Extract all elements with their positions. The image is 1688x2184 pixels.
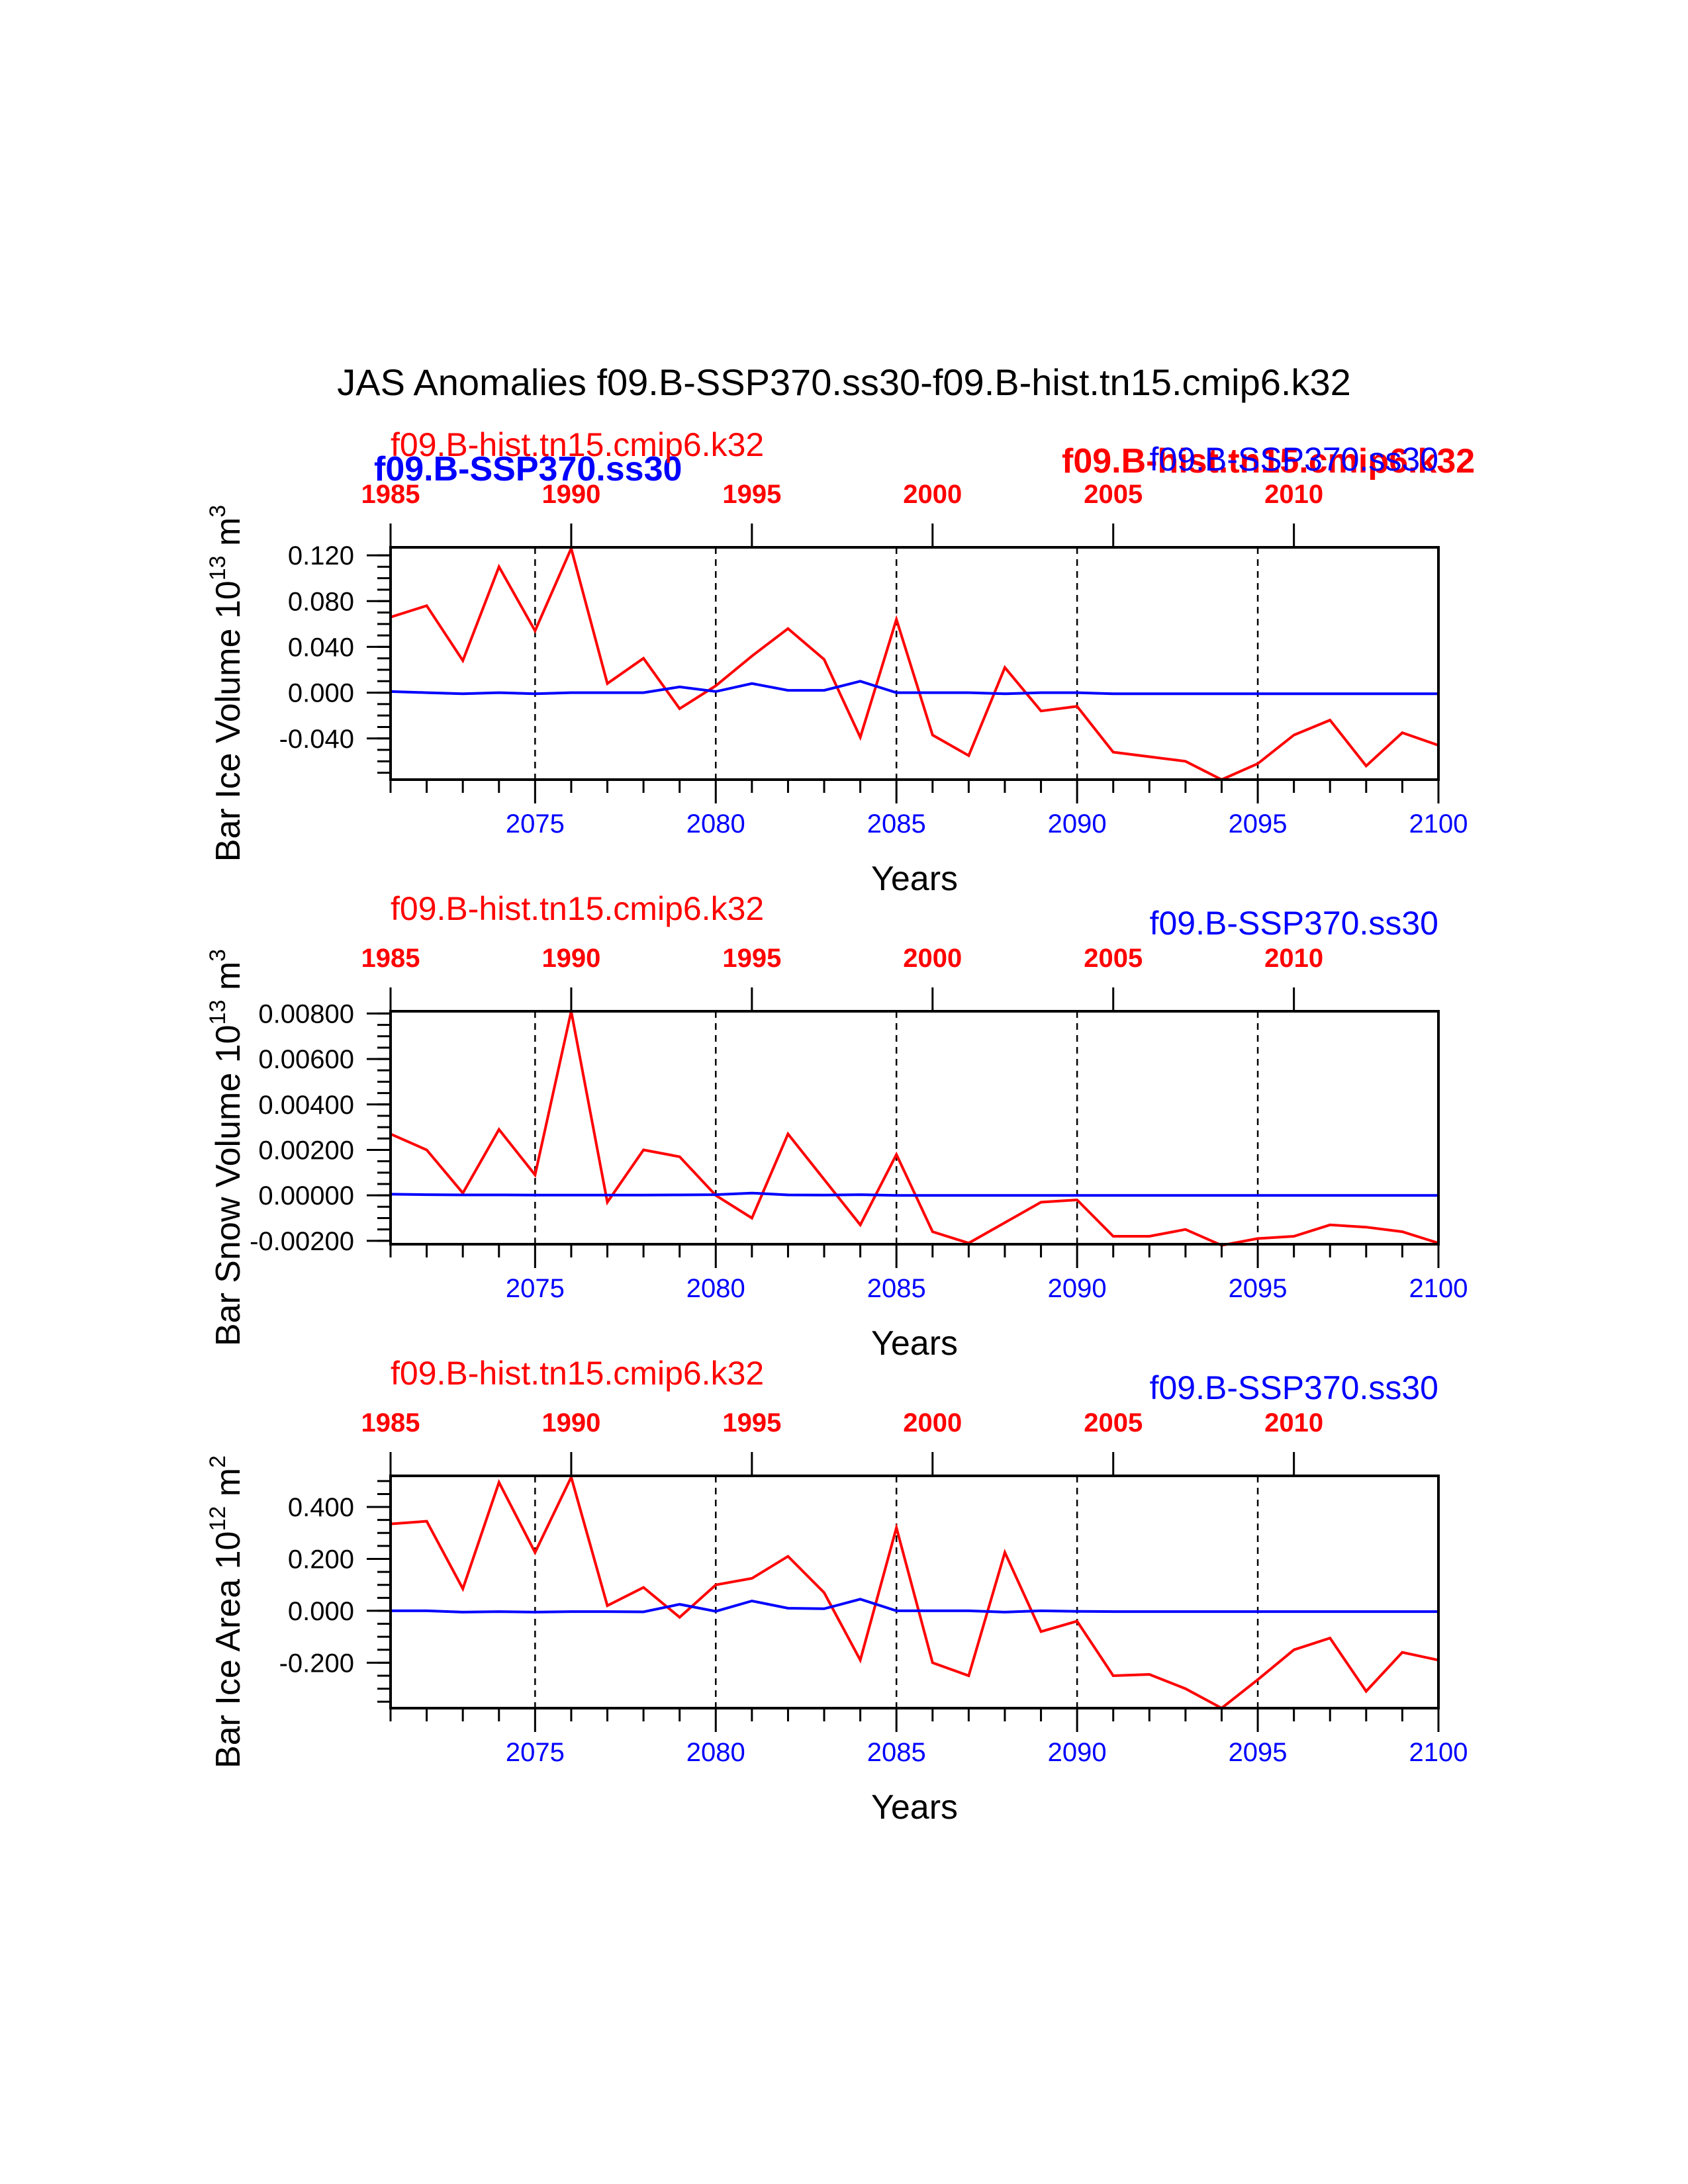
legend-hist-label: f09.B-hist.tn15.cmip6.k32 <box>391 890 764 927</box>
figure-title: JAS Anomalies f09.B-SSP370.ss30-f09.B-hi… <box>337 361 1350 403</box>
chart-panel-2: 2075 2080 2085 2090 2095 2100 1985 1990 1995 2000… <box>205 890 1468 1363</box>
legend-ssp-label: f09.B-SSP370.ss30 <box>1150 1369 1438 1406</box>
plot-frame <box>389 1010 1440 1246</box>
plot-frame <box>389 1475 1440 1709</box>
y-tick-label: 0.040 <box>288 633 354 662</box>
top-tick-label: 1990 <box>541 944 600 973</box>
y-tick-label: 0.00200 <box>258 1136 354 1165</box>
top-tick-label: 2005 <box>1084 1408 1143 1437</box>
chart-panel-1: 2075 2080 2085 2090 2095 2100 1985 1990 1995 2000… <box>205 426 1468 898</box>
x-tick-label: 2075 <box>506 1274 565 1303</box>
overlay-label-hist: f09.B-hist.tn15.cmip6.k32 <box>1062 442 1475 480</box>
legend-ssp-label: f09.B-SSP370.ss30 <box>1150 905 1438 942</box>
x-tick-label: 2095 <box>1229 1274 1288 1303</box>
y-tick-label: -0.040 <box>279 725 354 754</box>
y-tick-label: 0.400 <box>288 1493 354 1522</box>
x-tick-label: 2080 <box>686 1738 745 1767</box>
y-axis-label: Bar Ice Area 1012 m2 <box>205 1455 248 1768</box>
y-tick-label: 0.120 <box>288 541 354 570</box>
top-tick-label: 2010 <box>1264 480 1323 509</box>
panels: 2075 2080 2085 2090 2095 2100 1985 1990 1995 2000… <box>205 426 1468 1827</box>
top-tick-label: 1985 <box>361 944 420 973</box>
x-tick-label: 2075 <box>506 1738 565 1767</box>
series-line-ssp <box>390 680 1438 696</box>
legend-hist-label: f09.B-hist.tn15.cmip6.k32 <box>391 426 764 463</box>
top-tick-label: 1985 <box>361 1408 420 1437</box>
top-tick-label: 2005 <box>1084 944 1143 973</box>
y-tick-label: -0.200 <box>279 1649 354 1678</box>
series-line-ssp <box>391 1598 1438 1614</box>
x-tick-label: 2090 <box>1048 1274 1107 1303</box>
top-tick-label: 1995 <box>722 944 781 973</box>
top-tick-label: 1990 <box>541 480 600 509</box>
y-tick-label: 0.200 <box>288 1545 354 1574</box>
x-axis-label: Years <box>871 1324 958 1363</box>
top-tick-label: 1995 <box>722 1408 781 1437</box>
x-tick-label: 2095 <box>1229 809 1288 839</box>
y-tick-label: 0.080 <box>288 587 354 616</box>
top-tick-label: 1995 <box>722 480 781 509</box>
chart-panel-3: 2075 2080 2085 2090 2095 2100 1985 1990 1995 2000… <box>205 1355 1468 1827</box>
y-tick-label: 0.00800 <box>258 999 354 1028</box>
series-line-hist <box>390 544 1439 782</box>
x-tick-label: 2100 <box>1409 1274 1468 1303</box>
top-tick-label: 2005 <box>1084 480 1143 509</box>
x-tick-label: 2080 <box>686 1274 745 1303</box>
series-line-ssp <box>390 1191 1438 1197</box>
x-tick-label: 2085 <box>867 1274 926 1303</box>
y-tick-label: 0.000 <box>288 1597 354 1626</box>
series-line-hist <box>390 1473 1439 1710</box>
top-tick-label: 2010 <box>1264 1408 1323 1437</box>
y-tick-label: 0.00400 <box>258 1091 354 1120</box>
x-tick-label: 2090 <box>1048 809 1107 839</box>
x-tick-label: 2100 <box>1409 809 1468 839</box>
legend-hist-label: f09.B-hist.tn15.cmip6.k32 <box>391 1355 764 1392</box>
y-tick-label: 0.000 <box>288 679 354 708</box>
x-tick-label: 2085 <box>867 809 926 839</box>
y-tick-label: -0.00200 <box>250 1227 354 1256</box>
y-axis-label: Bar Ice Volume 1013 m3 <box>205 505 248 862</box>
top-tick-label: 1990 <box>541 1408 600 1437</box>
top-tick-label: 2010 <box>1264 944 1323 973</box>
x-tick-label: 2085 <box>867 1738 926 1767</box>
legend-ssp-label: f09.B-SSP370.ss30 <box>1150 441 1438 478</box>
y-axis-label: Bar Snow Volume 1013 m3 <box>205 949 248 1346</box>
x-tick-label: 2095 <box>1229 1738 1288 1767</box>
series-line-hist <box>390 1011 1439 1247</box>
y-tick-label: 0.00600 <box>258 1045 354 1074</box>
y-tick-label: 0.00000 <box>258 1181 354 1210</box>
x-tick-label: 2090 <box>1048 1738 1107 1767</box>
overlay-label-ssp: f09.B-SSP370.ss30 <box>374 450 682 488</box>
x-tick-label: 2075 <box>506 809 565 839</box>
top-tick-label: 2000 <box>903 944 962 973</box>
x-axis-label: Years <box>871 1788 958 1827</box>
x-tick-label: 2100 <box>1409 1738 1468 1767</box>
plot-frame <box>389 546 1440 781</box>
x-axis-label: Years <box>871 860 958 898</box>
top-tick-label: 1985 <box>361 480 420 509</box>
x-tick-label: 2080 <box>686 809 745 839</box>
top-tick-label: 2000 <box>903 1408 962 1437</box>
top-tick-label: 2000 <box>903 480 962 509</box>
